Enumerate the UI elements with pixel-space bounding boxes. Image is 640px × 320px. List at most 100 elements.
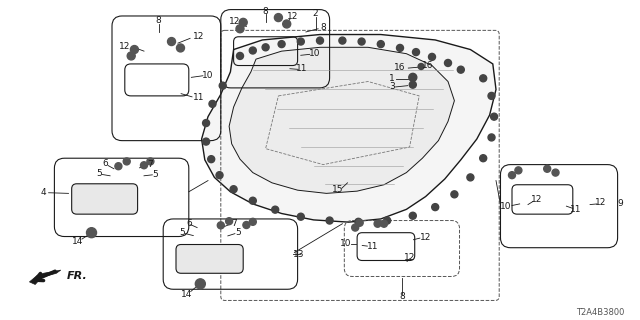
Circle shape xyxy=(203,120,209,126)
Text: 2: 2 xyxy=(313,9,318,18)
Text: 13: 13 xyxy=(293,250,305,259)
Text: 6: 6 xyxy=(186,219,191,228)
Text: 5: 5 xyxy=(97,169,102,178)
Circle shape xyxy=(488,92,495,100)
Text: 12: 12 xyxy=(595,198,606,207)
Text: T2A4B3800: T2A4B3800 xyxy=(575,308,624,317)
Circle shape xyxy=(410,81,416,88)
Text: 5: 5 xyxy=(236,228,241,237)
Circle shape xyxy=(262,44,269,51)
Text: 8: 8 xyxy=(399,292,404,301)
Circle shape xyxy=(243,221,250,228)
Text: 11: 11 xyxy=(570,205,582,214)
Text: 8: 8 xyxy=(321,23,326,32)
Circle shape xyxy=(216,172,223,179)
Circle shape xyxy=(432,204,438,211)
Circle shape xyxy=(355,218,362,225)
Polygon shape xyxy=(229,47,454,193)
Text: 5: 5 xyxy=(180,228,185,237)
Text: 4: 4 xyxy=(41,188,46,197)
FancyBboxPatch shape xyxy=(176,244,243,273)
Circle shape xyxy=(86,228,97,238)
Circle shape xyxy=(418,63,424,69)
Text: 14: 14 xyxy=(72,237,84,246)
Text: 12: 12 xyxy=(420,233,431,242)
Text: 12: 12 xyxy=(531,195,542,204)
Circle shape xyxy=(451,191,458,198)
Text: 3: 3 xyxy=(390,82,395,91)
Circle shape xyxy=(115,163,122,170)
Text: 16: 16 xyxy=(422,61,433,70)
Circle shape xyxy=(358,38,365,45)
Circle shape xyxy=(272,206,278,213)
Text: FR.: FR. xyxy=(67,270,88,281)
FancyBboxPatch shape xyxy=(72,184,138,214)
Text: 14: 14 xyxy=(181,290,193,299)
Circle shape xyxy=(445,60,451,67)
Circle shape xyxy=(381,220,387,227)
Circle shape xyxy=(124,158,130,165)
Circle shape xyxy=(283,20,291,28)
Circle shape xyxy=(147,158,154,165)
Text: 10: 10 xyxy=(500,202,511,211)
Text: 10: 10 xyxy=(309,49,321,58)
Text: 16: 16 xyxy=(394,63,405,72)
Circle shape xyxy=(131,45,138,53)
Circle shape xyxy=(298,213,304,220)
Circle shape xyxy=(317,37,323,44)
Text: 12: 12 xyxy=(287,12,299,21)
Circle shape xyxy=(480,155,486,162)
Circle shape xyxy=(250,47,256,54)
Circle shape xyxy=(226,218,232,225)
Circle shape xyxy=(218,222,224,229)
Circle shape xyxy=(230,186,237,193)
Circle shape xyxy=(127,52,135,60)
Circle shape xyxy=(378,41,384,48)
Circle shape xyxy=(491,113,497,120)
Circle shape xyxy=(544,165,550,172)
Circle shape xyxy=(458,66,464,73)
Circle shape xyxy=(413,49,419,56)
Polygon shape xyxy=(29,270,61,284)
Circle shape xyxy=(352,224,358,231)
Circle shape xyxy=(410,212,416,219)
Circle shape xyxy=(429,53,435,60)
Circle shape xyxy=(237,52,243,60)
Text: 8: 8 xyxy=(156,16,161,25)
Text: 8: 8 xyxy=(263,7,268,16)
Circle shape xyxy=(250,218,256,225)
Circle shape xyxy=(488,134,495,141)
Text: 12: 12 xyxy=(404,253,415,262)
Circle shape xyxy=(339,37,346,44)
Text: 10: 10 xyxy=(340,239,351,248)
Polygon shape xyxy=(202,35,496,222)
Circle shape xyxy=(275,13,282,21)
Text: 1: 1 xyxy=(390,74,395,83)
Text: 9: 9 xyxy=(618,199,623,208)
Circle shape xyxy=(298,38,304,45)
Circle shape xyxy=(552,169,559,176)
Circle shape xyxy=(397,44,403,52)
Circle shape xyxy=(356,219,363,226)
Text: 5: 5 xyxy=(152,170,157,179)
Text: 11: 11 xyxy=(367,242,378,251)
Circle shape xyxy=(326,217,333,224)
Text: 7: 7 xyxy=(231,219,236,228)
Circle shape xyxy=(203,138,209,145)
Circle shape xyxy=(278,41,285,48)
Circle shape xyxy=(236,25,244,33)
Text: 11: 11 xyxy=(193,93,204,102)
Circle shape xyxy=(409,73,417,81)
Text: 12: 12 xyxy=(193,32,204,41)
Text: 11: 11 xyxy=(296,64,308,73)
Circle shape xyxy=(515,167,522,174)
Text: 12: 12 xyxy=(119,42,131,51)
Circle shape xyxy=(208,156,214,163)
Circle shape xyxy=(177,44,184,52)
Circle shape xyxy=(384,217,390,224)
Circle shape xyxy=(141,162,147,169)
Text: 7: 7 xyxy=(148,160,153,169)
Text: 15: 15 xyxy=(332,185,344,194)
Circle shape xyxy=(239,18,247,26)
Circle shape xyxy=(168,37,175,45)
